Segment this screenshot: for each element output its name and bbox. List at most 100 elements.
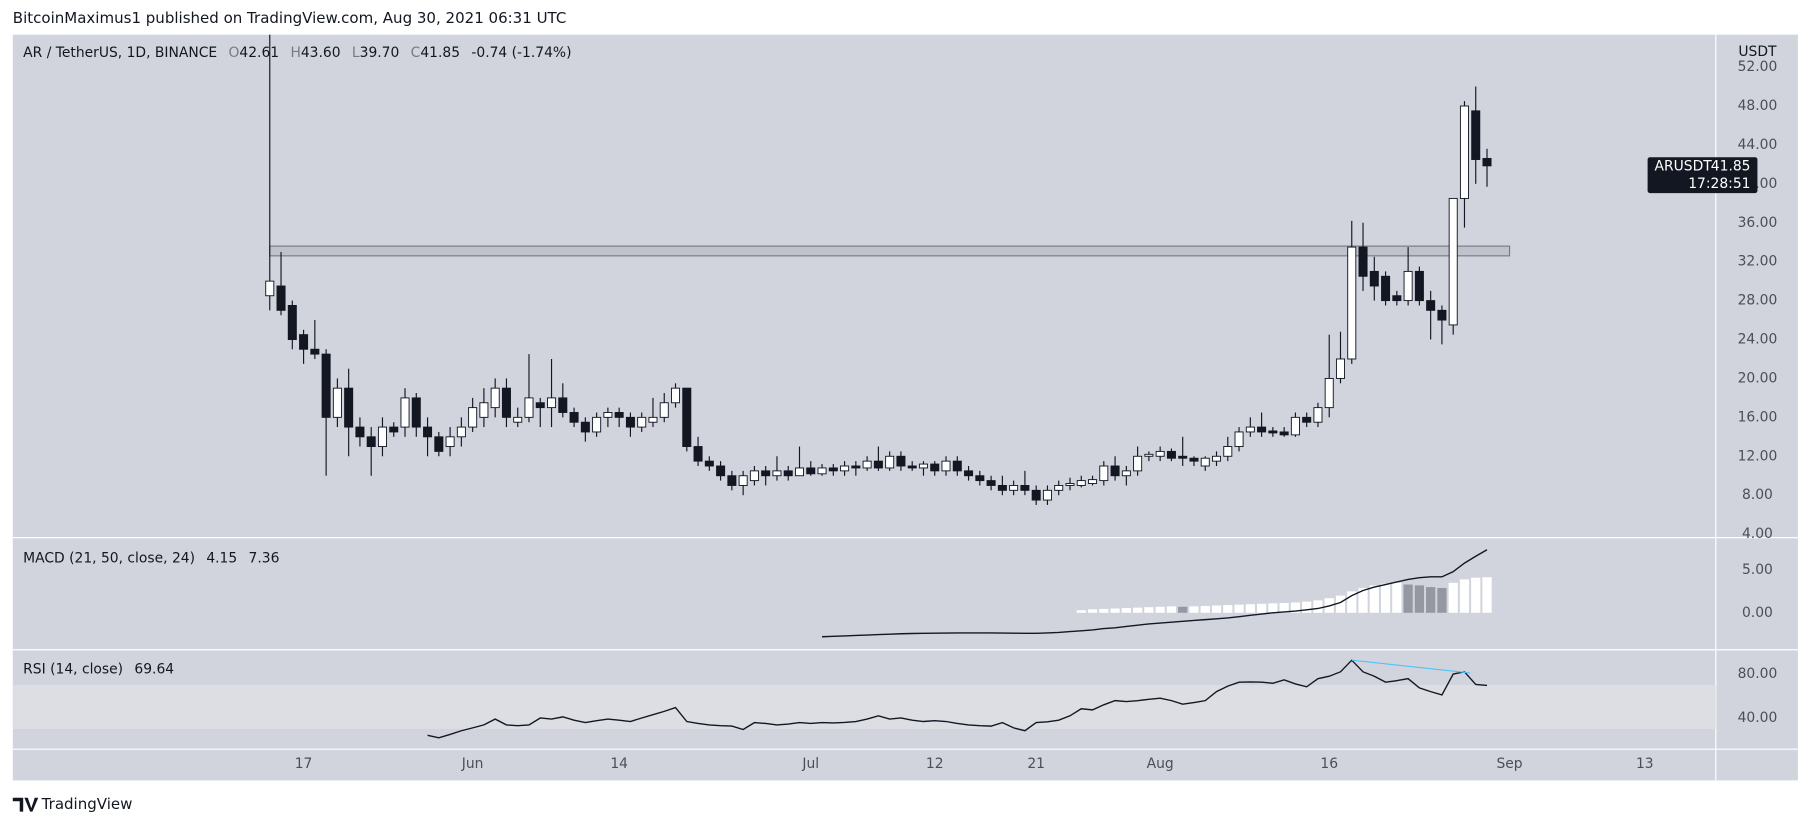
x-tick-label: Aug xyxy=(1147,756,1174,772)
legend-label: L xyxy=(352,45,360,61)
candle-body xyxy=(299,334,309,350)
chart-background xyxy=(12,34,1798,781)
candle-body xyxy=(558,397,568,413)
y-tick-label: 4.00 xyxy=(1742,526,1773,542)
candle-body xyxy=(569,412,579,423)
y-tick-label: 5.00 xyxy=(1742,562,1773,578)
y-tick-label: 24.00 xyxy=(1738,332,1778,348)
macd-histogram-bar xyxy=(1290,602,1301,613)
candle-body xyxy=(276,285,286,311)
candle-body xyxy=(344,387,354,428)
macd-line xyxy=(822,549,1488,638)
x-tick-label: 13 xyxy=(1636,756,1654,772)
candle-body xyxy=(671,387,681,404)
macd-histogram-bar xyxy=(1155,606,1165,613)
y-tick-label: 32.00 xyxy=(1738,254,1778,270)
candle-body xyxy=(580,421,590,433)
legend-value: 42.61 xyxy=(239,45,279,61)
candle-body xyxy=(434,436,444,452)
candle-body xyxy=(287,305,297,340)
macd-line-value: 7.36 xyxy=(249,550,280,566)
candle-body xyxy=(952,460,962,472)
macd-histogram-bar xyxy=(1256,603,1267,613)
candle-body xyxy=(1223,446,1233,457)
candle-body xyxy=(1009,484,1019,491)
candle-body xyxy=(1279,431,1289,436)
candle-body xyxy=(1155,450,1165,457)
macd-histogram-bar xyxy=(1132,607,1143,613)
macd-hist-value: 4.15 xyxy=(206,550,237,566)
candle-body xyxy=(468,407,478,428)
macd-histogram-bar xyxy=(1335,595,1346,613)
candle-body xyxy=(1448,197,1458,326)
macd-histogram-bar xyxy=(1392,582,1402,613)
candle-body xyxy=(941,460,951,472)
y-tick-label: 40.00 xyxy=(1738,710,1778,726)
candle-body xyxy=(1189,457,1199,462)
rsi-value: 69.64 xyxy=(134,661,174,677)
y-tick-label: 28.00 xyxy=(1738,293,1778,309)
x-tick-label: 21 xyxy=(1027,756,1045,772)
candle-body xyxy=(1054,484,1064,491)
macd-histogram-bar xyxy=(1313,600,1323,613)
candle-body xyxy=(975,475,985,482)
candle-body xyxy=(851,465,861,469)
candle-body xyxy=(986,480,996,486)
candle-body xyxy=(1482,157,1492,167)
candle-body xyxy=(794,467,805,477)
candle-body xyxy=(817,467,827,475)
macd-histogram-bar xyxy=(1076,610,1086,613)
candle-body xyxy=(321,353,331,418)
y-tick-label: 80.00 xyxy=(1738,666,1778,682)
candle-body xyxy=(716,465,726,477)
macd-histogram-bar xyxy=(1234,604,1244,613)
y-tick-label: 8.00 xyxy=(1742,487,1773,503)
change: -0.74 (-1.74%) xyxy=(471,45,571,61)
candle-body xyxy=(535,402,545,409)
candle-body xyxy=(1234,431,1244,448)
x-tick-label: 16 xyxy=(1320,756,1338,772)
y-tick-label: 0.00 xyxy=(1742,605,1773,621)
candle-body xyxy=(1369,270,1379,287)
candle-body xyxy=(1065,483,1075,486)
candle-body xyxy=(840,465,850,472)
candle-body xyxy=(1403,270,1413,302)
brand-logo: TradingView xyxy=(12,795,132,813)
macd-histogram-bar xyxy=(1347,591,1357,613)
candle-body xyxy=(411,397,421,428)
candle-body xyxy=(828,467,838,472)
y-tick-label: 44.00 xyxy=(1738,137,1778,153)
candle-body xyxy=(1392,295,1402,302)
candle-body xyxy=(749,470,759,482)
x-tick-label: 14 xyxy=(610,756,628,772)
rsi-legend: RSI (14, close) 69.64 xyxy=(23,661,174,677)
x-tick-label: Sep xyxy=(1496,756,1522,772)
last-price-tag: ARUSDT 41.85 17:28:51 xyxy=(1647,157,1758,194)
candle-body xyxy=(1347,246,1357,360)
candle-body xyxy=(772,470,782,477)
y-tick-label: 12.00 xyxy=(1738,448,1778,464)
candle-body xyxy=(389,426,399,433)
candle-body xyxy=(964,470,974,477)
candle-body xyxy=(1324,377,1334,409)
macd-histogram-bar xyxy=(1471,577,1481,613)
macd-histogram-bar xyxy=(1358,587,1368,613)
countdown: 17:28:51 xyxy=(1688,176,1750,192)
candle-body xyxy=(1313,407,1323,423)
candle-body xyxy=(873,460,883,469)
candle-body xyxy=(1088,479,1098,484)
candle-body xyxy=(456,426,466,438)
legend-value: 39.70 xyxy=(360,45,400,61)
publish-info: BitcoinMaximus1 published on TradingView… xyxy=(13,9,567,27)
macd-histogram-bar xyxy=(1268,603,1278,613)
last-price-value: 41.85 xyxy=(1711,158,1751,174)
last-price-box xyxy=(1647,157,1758,194)
candle-body xyxy=(490,387,500,409)
y-tick-label: 16.00 xyxy=(1738,409,1778,425)
macd-histogram-bar xyxy=(1166,606,1177,613)
candle-body xyxy=(377,426,387,448)
candle-body xyxy=(1099,465,1109,482)
last-price-symbol: ARUSDT xyxy=(1655,158,1713,174)
legend-value: 43.60 xyxy=(301,45,341,61)
